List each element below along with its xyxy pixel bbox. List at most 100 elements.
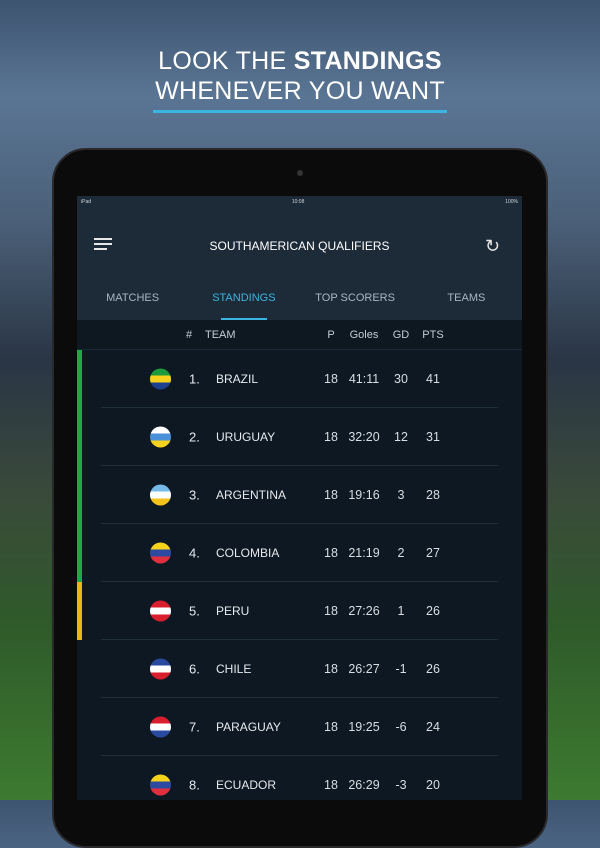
team-name: CHILE <box>216 662 252 676</box>
tab-teams[interactable]: TEAMS <box>447 292 486 304</box>
played: 18 <box>324 604 338 618</box>
device-label: iPad <box>81 199 92 205</box>
table-row[interactable]: 6. CHILE 18 26:27 -1 26 <box>77 640 522 698</box>
played: 18 <box>324 546 338 560</box>
promo-bold: STANDINGS <box>293 47 442 75</box>
col-pts: PTS <box>422 328 444 341</box>
goal-difference: 12 <box>394 430 408 444</box>
col-played: P <box>327 328 335 341</box>
table-row[interactable]: 1. BRAZIL 18 41:11 30 41 <box>77 350 522 408</box>
flag-icon <box>150 542 171 564</box>
hamburger-icon[interactable] <box>94 238 112 250</box>
flag-icon <box>150 426 171 448</box>
table-row[interactable]: 3. ARGENTINA 18 19:16 3 28 <box>77 466 522 524</box>
zone-indicator <box>77 582 82 640</box>
rank: 4. <box>189 545 200 561</box>
rank: 6. <box>189 661 200 677</box>
rank: 7. <box>189 719 200 735</box>
played: 18 <box>324 372 338 386</box>
goals: 32:20 <box>348 430 380 444</box>
flag-icon <box>150 658 171 680</box>
goal-difference: 30 <box>394 372 408 386</box>
goals: 26:29 <box>348 778 380 792</box>
points: 26 <box>426 604 440 618</box>
page-title: SOUTHAMERICAN QUALIFIERS <box>209 239 390 253</box>
status-bar: iPad 10:08 100% <box>77 196 522 208</box>
col-gd: GD <box>392 328 410 341</box>
rank: 1. <box>189 371 200 387</box>
flag-icon <box>150 484 171 506</box>
goals: 41:11 <box>348 372 380 386</box>
zone-indicator <box>77 524 82 582</box>
played: 18 <box>324 430 338 444</box>
goal-difference: 1 <box>397 604 405 618</box>
zone-indicator <box>77 408 82 466</box>
flag-icon <box>150 774 171 796</box>
goal-difference: 2 <box>397 546 405 560</box>
promo-line1: LOOK THE <box>158 47 294 75</box>
table-row[interactable]: 2. URUGUAY 18 32:20 12 31 <box>77 408 522 466</box>
flag-icon <box>150 716 171 738</box>
standings-list: 1. BRAZIL 18 41:11 30 41 2. URUGUAY 18 3… <box>77 350 522 800</box>
table-header: # TEAM P Goles GD PTS <box>77 320 522 350</box>
team-name: ECUADOR <box>216 778 277 792</box>
goals: 26:27 <box>348 662 380 676</box>
rank: 8. <box>189 777 200 793</box>
points: 31 <box>426 430 440 444</box>
goal-difference: 3 <box>397 488 405 502</box>
played: 18 <box>324 488 338 502</box>
goals: 19:25 <box>348 720 380 734</box>
app-bar: SOUTHAMERICAN QUALIFIERS ↻ MATCHES STAND… <box>77 208 522 320</box>
promo-line2: WHENEVER YOU WANT <box>155 77 445 105</box>
tab-matches[interactable]: MATCHES <box>106 292 160 304</box>
tab-top-scorers[interactable]: TOP SCORERS <box>315 292 395 304</box>
promo-headline: LOOK THE STANDINGS WHENEVER YOU WANT <box>0 46 600 106</box>
points: 28 <box>426 488 440 502</box>
col-team: TEAM <box>205 328 236 341</box>
flag-icon <box>150 368 171 390</box>
table-row[interactable]: 8. ECUADOR 18 26:29 -3 20 <box>77 756 522 800</box>
goals: 27:26 <box>348 604 380 618</box>
table-row[interactable]: 4. COLOMBIA 18 21:19 2 27 <box>77 524 522 582</box>
team-name: PERU <box>216 604 250 618</box>
team-name: URUGUAY <box>216 430 276 444</box>
tab-standings[interactable]: STANDINGS <box>188 292 299 320</box>
refresh-icon[interactable]: ↻ <box>485 236 501 256</box>
zone-indicator <box>77 350 82 408</box>
points: 24 <box>426 720 440 734</box>
tab-bar: MATCHES STANDINGS TOP SCORERS TEAMS <box>77 292 522 320</box>
table-row[interactable]: 7. PARAGUAY 18 19:25 -6 24 <box>77 698 522 756</box>
played: 18 <box>324 778 338 792</box>
clock: 10:08 <box>291 199 305 205</box>
camera <box>297 170 303 176</box>
col-rank: # <box>185 328 193 341</box>
points: 26 <box>426 662 440 676</box>
team-name: BRAZIL <box>216 372 259 386</box>
points: 27 <box>426 546 440 560</box>
team-name: PARAGUAY <box>216 720 281 734</box>
zone-indicator <box>77 640 82 698</box>
played: 18 <box>324 720 338 734</box>
zone-indicator <box>77 698 82 756</box>
goal-difference: -1 <box>395 662 407 676</box>
promo-underline <box>153 110 447 113</box>
zone-indicator <box>77 466 82 524</box>
flag-icon <box>150 600 171 622</box>
team-name: ARGENTINA <box>216 488 287 502</box>
app-screen: iPad 10:08 100% SOUTHAMERICAN QUALIFIERS… <box>77 196 522 800</box>
col-goals: Goles <box>349 328 379 341</box>
goal-difference: -3 <box>395 778 407 792</box>
rank: 5. <box>189 603 200 619</box>
goals: 21:19 <box>348 546 380 560</box>
team-name: COLOMBIA <box>216 546 280 560</box>
battery: 100% <box>505 199 518 205</box>
table-row[interactable]: 5. PERU 18 27:26 1 26 <box>77 582 522 640</box>
goals: 19:16 <box>348 488 380 502</box>
points: 41 <box>426 372 440 386</box>
played: 18 <box>324 662 338 676</box>
goal-difference: -6 <box>395 720 407 734</box>
points: 20 <box>426 778 440 792</box>
zone-indicator <box>77 756 82 800</box>
rank: 3. <box>189 487 200 503</box>
rank: 2. <box>189 429 200 445</box>
